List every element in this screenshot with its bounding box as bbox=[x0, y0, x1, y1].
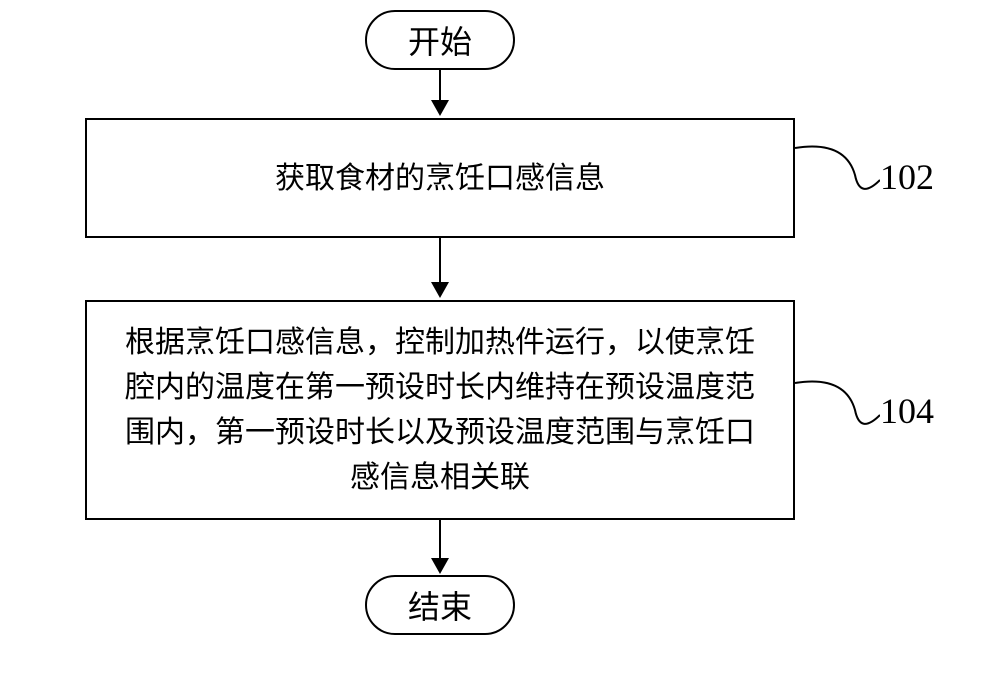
arrow-start-step1 bbox=[431, 100, 449, 116]
arrow-step1-step2 bbox=[431, 282, 449, 298]
edge-step1-step2 bbox=[439, 238, 441, 282]
edge-step2-end bbox=[439, 520, 441, 558]
label-102-text: 102 bbox=[880, 157, 934, 197]
edge-start-step1 bbox=[439, 70, 441, 100]
flowchart-step2: 根据烹饪口感信息，控制加热件运行，以使烹饪腔内的温度在第一预设时长内维持在预设温… bbox=[85, 300, 795, 520]
step2-text: 根据烹饪口感信息，控制加热件运行，以使烹饪腔内的温度在第一预设时长内维持在预设温… bbox=[112, 320, 768, 500]
flowchart-end: 结束 bbox=[365, 575, 515, 635]
arrow-step2-end bbox=[431, 558, 449, 574]
step1-text: 获取食材的烹饪口感信息 bbox=[275, 156, 605, 201]
curve-102 bbox=[795, 145, 880, 205]
label-104-text: 104 bbox=[880, 391, 934, 431]
flowchart-step1: 获取食材的烹饪口感信息 bbox=[85, 118, 795, 238]
label-102: 102 bbox=[880, 156, 934, 198]
flowchart-start: 开始 bbox=[365, 10, 515, 70]
end-text: 结束 bbox=[408, 582, 472, 628]
curve-104 bbox=[795, 380, 880, 440]
label-104: 104 bbox=[880, 390, 934, 432]
start-text: 开始 bbox=[408, 17, 472, 63]
